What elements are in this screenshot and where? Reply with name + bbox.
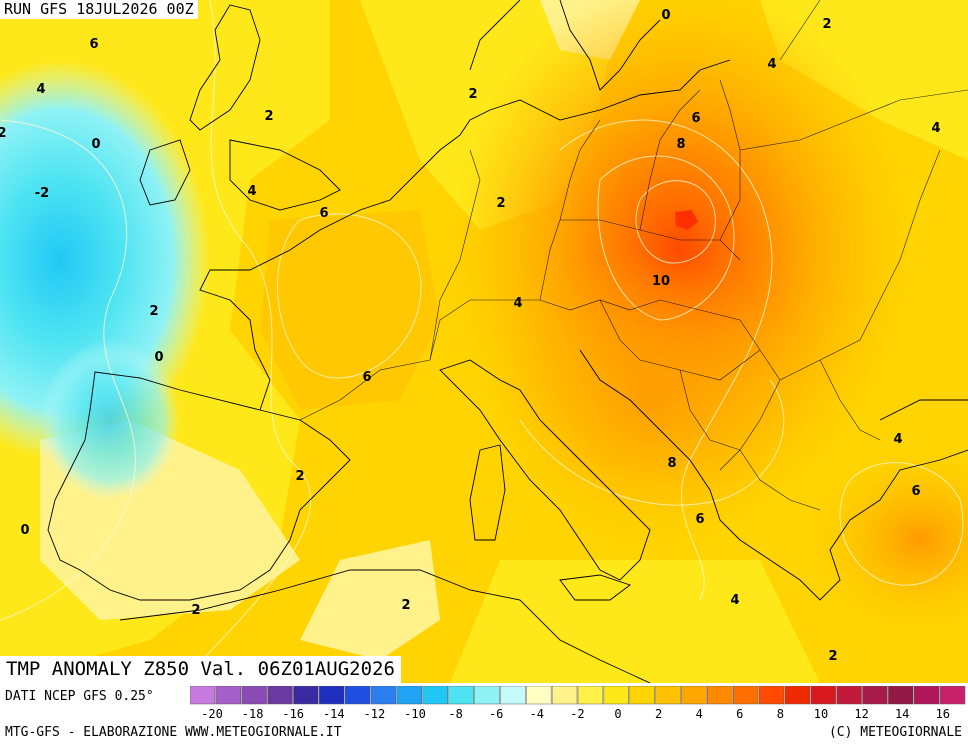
contour-label: 0 [154,350,163,365]
color-scale-swatch [241,686,267,705]
color-scale-tick-label: 12 [854,707,869,721]
color-scale-swatch [914,686,940,705]
contour-label: 6 [89,37,98,52]
color-scale-swatch [551,686,578,705]
data-source-label: DATI NCEP GFS 0.25° [5,689,154,704]
color-scale-swatch [396,686,423,705]
color-scale-swatch [758,686,785,705]
color-scale-tick-label: -18 [241,707,264,721]
color-scale-swatch [526,686,552,705]
color-scale-swatch [629,686,655,705]
color-scale-swatch [888,686,914,705]
credit-left: MTG-GFS - ELABORAZIONE WWW.METEOGIORNALE… [5,725,342,740]
contour-label: 6 [695,512,704,527]
cold-anomaly-atlantic [0,60,210,460]
color-scale-tick-label: -2 [570,707,585,721]
contour-label: 2 [496,196,505,211]
contour-labels: 6 4 2 0 -2 2 0 0 4 6 2 2 2 4 6 2 2 2 6 8… [0,8,941,664]
contour-label: 2 [191,603,200,618]
color-scale-swatch [500,686,526,705]
map-title: TMP ANOMALY Z850 Val. 06Z01AUG2026 [0,656,401,683]
run-label: RUN GFS 18JUL2026 00Z [0,0,198,19]
color-scale-ticks: -20-18-16-14-12-10-8-6-4-202468101214162… [190,707,966,723]
contour-label: 2 [401,598,410,613]
contour-label: 10 [652,274,670,289]
color-scale-bar [190,686,966,705]
color-scale-tick-label: 10 [813,707,829,721]
color-scale-swatch [732,686,759,705]
coastlines [47,0,968,683]
isotherm-lines [0,0,964,683]
anomaly-zone-med-south [450,560,820,683]
contour-label: 4 [931,121,940,136]
color-scale-tick-label: 16 [935,707,951,721]
contour-label: 8 [676,137,685,152]
color-scale-tick-label: -6 [488,707,504,721]
color-scale-tick-label: -20 [201,707,223,721]
color-scale-swatch [370,686,397,705]
color-scale-tick-label: 0 [614,707,622,721]
credit-right: (C) METEOGIORNALE [828,725,962,740]
color-scale-swatch [810,686,836,705]
color-scale-swatch [215,686,241,705]
color-scale-swatch [474,686,500,705]
contour-label: 6 [319,206,328,221]
color-scale-tick-label: -16 [282,707,305,721]
contour-label: 0 [91,137,100,152]
color-scale-tick-label: -8 [448,707,463,721]
color-scale-tick-label: -10 [404,707,426,721]
contour-label: 2 [822,17,831,32]
contour-label: 0 [20,523,29,538]
contour-label: 4 [730,593,739,608]
color-scale-swatch [267,686,293,705]
contour-label: 6 [691,111,700,126]
color-scale-swatch [603,686,629,705]
color-scale-tick-label: 8 [776,707,785,721]
contour-label: 4 [36,82,45,97]
color-scale-tick-label: 6 [736,707,744,721]
contour-label: 6 [911,484,920,499]
color-scale-swatch [190,686,216,705]
contour-label: 2 [0,126,7,141]
contour-label: 4 [893,432,902,447]
temperature-anomaly-map: 6 4 2 0 -2 2 0 0 4 6 2 2 2 4 6 2 2 2 6 8… [0,0,968,683]
contour-label: 2 [295,469,304,484]
color-scale-swatch [655,686,681,705]
color-scale-swatch [577,686,604,705]
contour-label: 0 [661,8,670,23]
warm-anomaly-aegean [810,450,968,630]
color-scale-swatch [319,686,345,705]
warm-anomaly-balkans [490,250,810,550]
color-scale-swatch [784,686,811,705]
color-scale-swatch [862,686,888,705]
color-scale-tick-label: 4 [695,707,703,721]
color-scale-swatch [422,686,448,705]
contour-label: 4 [247,184,256,199]
color-scale-swatch [293,686,319,705]
contour-label: 2 [468,87,477,102]
color-scale-swatch [707,686,733,705]
contour-label: -2 [35,186,49,201]
anomaly-peak [675,210,698,230]
contour-label: 4 [513,296,522,311]
color-scale-tick-label: -12 [363,707,386,721]
anomaly-zone-france [260,210,440,410]
color-scale-swatch [836,686,862,705]
color-scale-tick-label: 14 [894,707,910,721]
color-scale-tick-label: 2 [654,707,663,721]
contour-label: 2 [828,649,837,664]
color-scale-swatch [344,686,371,705]
contour-label: 8 [667,456,676,471]
color-scale-tick-label: -14 [322,707,345,721]
country-borders [299,0,968,511]
contour-label: 2 [149,304,158,319]
contour-label: 4 [767,57,776,72]
color-scale-swatch [681,686,707,705]
color-scale-swatch [448,686,474,705]
contour-label: 6 [362,370,371,385]
contour-label: 2 [264,109,273,124]
color-scale-tick-label: -4 [529,707,545,721]
color-scale-swatch [939,686,966,705]
